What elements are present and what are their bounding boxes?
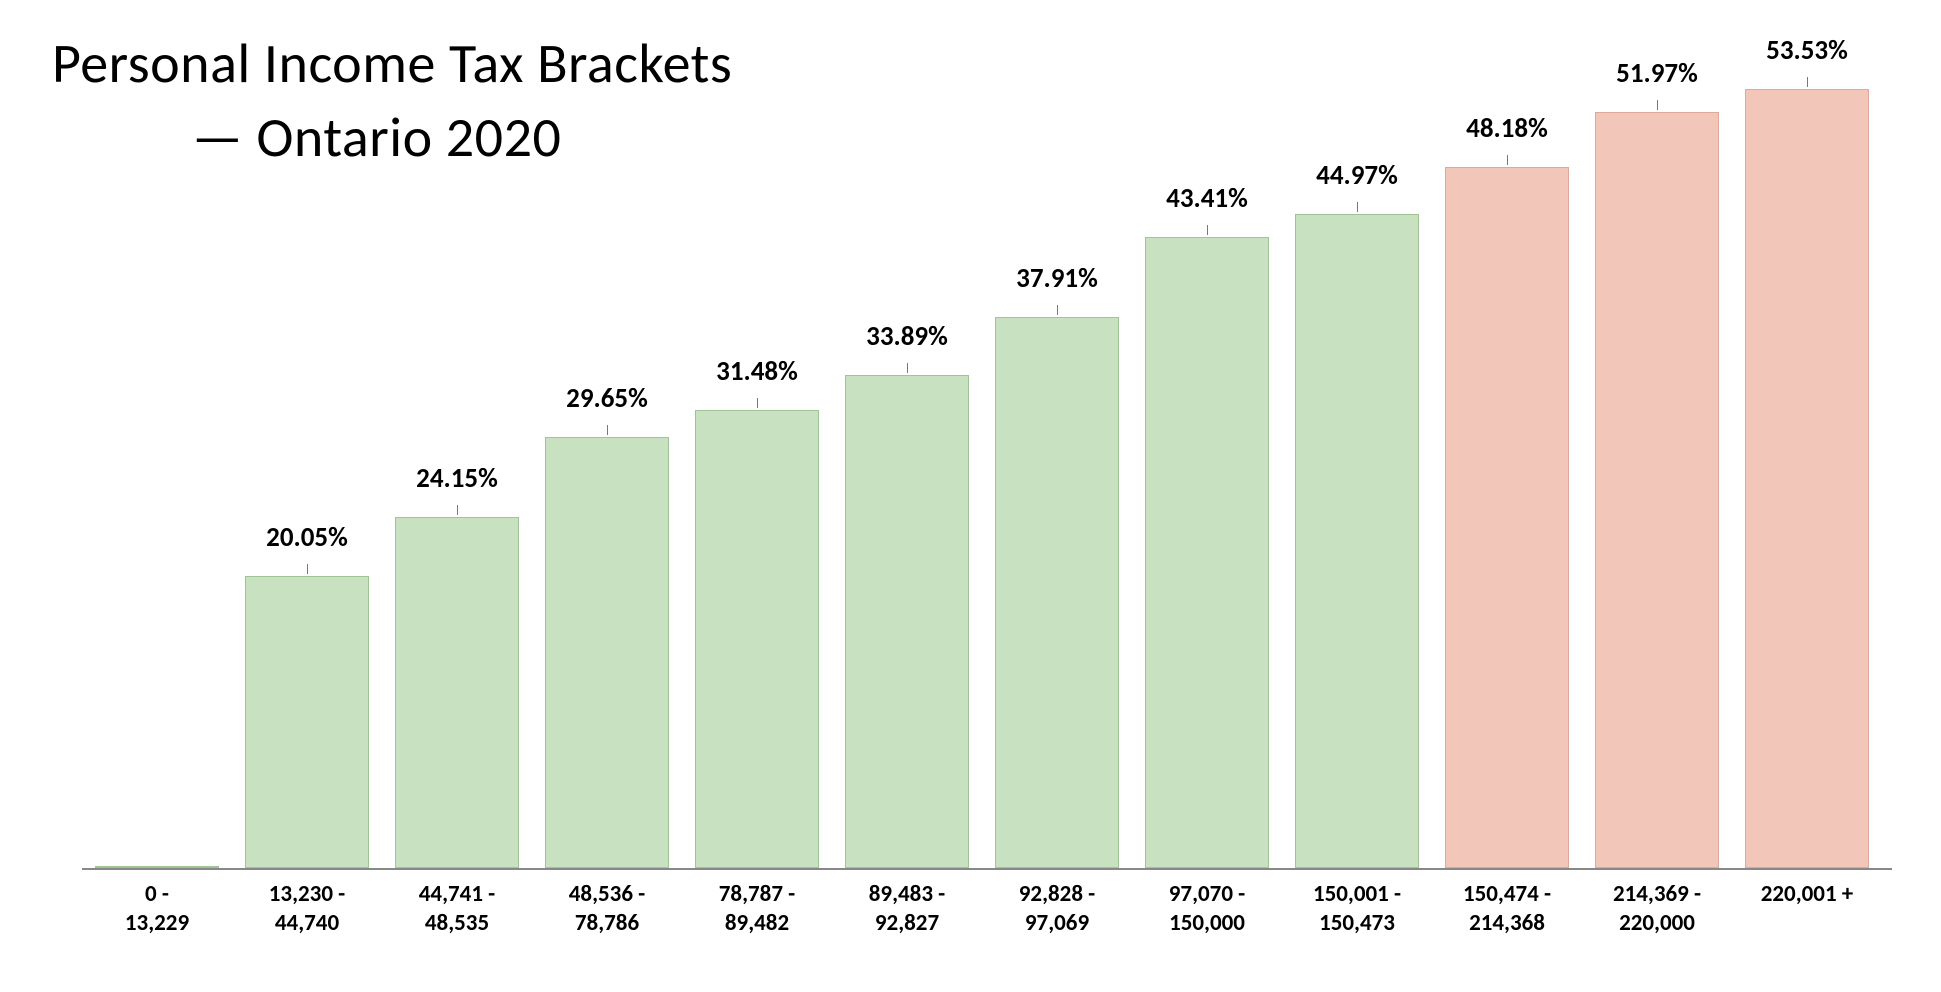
bar-slot: 20.05% bbox=[232, 521, 382, 868]
bar-tick bbox=[1807, 77, 1808, 87]
x-axis-label-line1: 97,070 - bbox=[1132, 880, 1282, 909]
x-axis-label: 220,001 + bbox=[1732, 874, 1882, 940]
x-axis-label: 97,070 -150,000 bbox=[1132, 874, 1282, 940]
bar bbox=[1295, 214, 1419, 868]
bar bbox=[845, 375, 969, 868]
bar-slot: 29.65% bbox=[532, 382, 682, 868]
bar-value-label: 31.48% bbox=[716, 355, 798, 388]
bar bbox=[695, 410, 819, 868]
x-axis-label: 150,001 -150,473 bbox=[1282, 874, 1432, 940]
bar-tick bbox=[457, 505, 458, 515]
x-axis-label: 92,828 -97,069 bbox=[982, 874, 1132, 940]
x-axis-label-line1: 150,474 - bbox=[1432, 880, 1582, 909]
x-axis-label-line2: 97,069 bbox=[982, 909, 1132, 938]
chart-stage: Personal Income Tax Brackets — Ontario 2… bbox=[0, 0, 1941, 992]
x-axis-label-line1: 150,001 - bbox=[1282, 880, 1432, 909]
x-axis-label: 0 -13,229 bbox=[82, 874, 232, 940]
x-axis-label-line2: 220,000 bbox=[1582, 909, 1732, 938]
bar-slot: 48.18% bbox=[1432, 112, 1582, 868]
x-axis-label-line2: 44,740 bbox=[232, 909, 382, 938]
bar-value-label: 48.18% bbox=[1466, 112, 1548, 145]
x-axis-label-line1: 220,001 + bbox=[1732, 880, 1882, 909]
x-axis-label-line1: 89,483 - bbox=[832, 880, 982, 909]
bar-slot: 37.91% bbox=[982, 262, 1132, 868]
bar-value-label: 51.97% bbox=[1616, 57, 1698, 90]
x-axis-label-line2: 150,473 bbox=[1282, 909, 1432, 938]
x-axis-label: 48,536 -78,786 bbox=[532, 874, 682, 940]
bar-tick bbox=[1657, 100, 1658, 110]
x-axis-label-line1: 48,536 - bbox=[532, 880, 682, 909]
bar bbox=[1145, 237, 1269, 868]
bar-slot: 43.41% bbox=[1132, 182, 1282, 868]
bar-value-label: 44.97% bbox=[1316, 159, 1398, 192]
x-axis-label-line2: 150,000 bbox=[1132, 909, 1282, 938]
x-axis-label-line2: 92,827 bbox=[832, 909, 982, 938]
bar-tick bbox=[1507, 155, 1508, 165]
x-axis-label: 78,787 -89,482 bbox=[682, 874, 832, 940]
x-axis-label: 89,483 -92,827 bbox=[832, 874, 982, 940]
x-axis-label: 44,741 -48,535 bbox=[382, 874, 532, 940]
bar-slot: 51.97% bbox=[1582, 57, 1732, 868]
x-axis-labels: 0 -13,22913,230 -44,74044,741 -48,53548,… bbox=[82, 874, 1892, 940]
x-axis-label-line2: 13,229 bbox=[82, 909, 232, 938]
bar-value-label: 20.05% bbox=[266, 521, 348, 554]
bar-tick bbox=[1207, 225, 1208, 235]
bar-tick bbox=[907, 363, 908, 373]
bar-tick bbox=[757, 398, 758, 408]
x-axis-label-line2: 48,535 bbox=[382, 909, 532, 938]
x-axis-label-line2: 78,786 bbox=[532, 909, 682, 938]
bar-value-label: 33.89% bbox=[866, 320, 948, 353]
bar-value-label: 37.91% bbox=[1016, 262, 1098, 295]
x-axis-label: 150,474 -214,368 bbox=[1432, 874, 1582, 940]
x-axis-label-line1: 214,369 - bbox=[1582, 880, 1732, 909]
bar bbox=[1745, 89, 1869, 868]
x-axis-label-line1: 0 - bbox=[82, 880, 232, 909]
x-axis-label-line1: 13,230 - bbox=[232, 880, 382, 909]
x-axis-label-line2: 214,368 bbox=[1432, 909, 1582, 938]
bar-value-label: 24.15% bbox=[416, 462, 498, 495]
bar-value-label: 53.53% bbox=[1766, 34, 1848, 67]
bar-tick bbox=[307, 564, 308, 574]
bar-slot: 53.53% bbox=[1732, 34, 1882, 868]
bar-slot: 44.97% bbox=[1282, 159, 1432, 868]
x-axis-label-line1: 78,787 - bbox=[682, 880, 832, 909]
x-axis-label: 13,230 -44,740 bbox=[232, 874, 382, 940]
bar bbox=[545, 437, 669, 868]
bar bbox=[395, 517, 519, 868]
bar bbox=[245, 576, 369, 868]
x-axis-label-line1: 92,828 - bbox=[982, 880, 1132, 909]
bar-slot bbox=[82, 866, 232, 868]
bar-tick bbox=[1357, 202, 1358, 212]
bar-tick bbox=[1057, 305, 1058, 315]
bar-area: 20.05% 24.15% 29.65% 31.48% 33.89% 37.91% 43.4… bbox=[82, 30, 1892, 870]
bar bbox=[995, 317, 1119, 868]
bar bbox=[95, 866, 219, 868]
bar bbox=[1445, 167, 1569, 868]
x-axis-label-line2: 89,482 bbox=[682, 909, 832, 938]
bar-value-label: 29.65% bbox=[566, 382, 648, 415]
x-axis-label-line1: 44,741 - bbox=[382, 880, 532, 909]
bar-value-label: 43.41% bbox=[1166, 182, 1248, 215]
x-axis-label: 214,369 -220,000 bbox=[1582, 874, 1732, 940]
bar bbox=[1595, 112, 1719, 868]
bar-tick bbox=[607, 425, 608, 435]
bar-slot: 24.15% bbox=[382, 462, 532, 868]
bar-slot: 31.48% bbox=[682, 355, 832, 868]
bar-slot: 33.89% bbox=[832, 320, 982, 868]
bar-chart: 20.05% 24.15% 29.65% 31.48% 33.89% 37.91% 43.4… bbox=[82, 30, 1892, 940]
